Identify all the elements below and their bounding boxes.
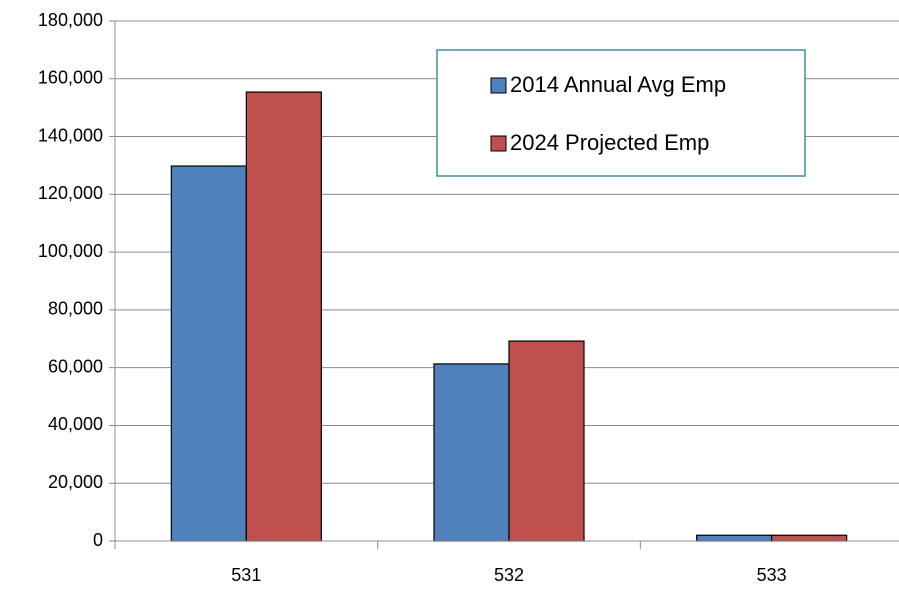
bar bbox=[508, 340, 585, 542]
bar bbox=[696, 534, 773, 542]
y-tick-label: 100,000 bbox=[38, 241, 103, 261]
y-tick-label: 80,000 bbox=[48, 299, 103, 319]
bar bbox=[771, 534, 848, 542]
legend-box bbox=[436, 49, 806, 177]
bar bbox=[245, 91, 322, 542]
y-tick-label: 0 bbox=[93, 530, 103, 550]
y-tick-label: 40,000 bbox=[48, 414, 103, 434]
y-tick-label: 160,000 bbox=[38, 68, 103, 88]
legend-swatch bbox=[490, 135, 507, 152]
y-tick-label: 180,000 bbox=[38, 10, 103, 30]
x-tick-label: 533 bbox=[757, 565, 787, 585]
legend-label: 2024 Projected Emp bbox=[510, 130, 709, 155]
x-tick-label: 532 bbox=[494, 565, 524, 585]
x-tick-label: 531 bbox=[231, 565, 261, 585]
bar bbox=[170, 165, 247, 542]
y-tick-label: 140,000 bbox=[38, 125, 103, 145]
legend-label: 2014 Annual Avg Emp bbox=[510, 72, 726, 97]
y-tick-label: 60,000 bbox=[48, 356, 103, 376]
legend: 2014 Annual Avg Emp 2024 Projected Emp bbox=[436, 49, 806, 177]
y-tick-label: 20,000 bbox=[48, 472, 103, 492]
legend-swatch bbox=[490, 77, 507, 94]
y-tick-label: 120,000 bbox=[38, 183, 103, 203]
bar bbox=[433, 363, 510, 542]
